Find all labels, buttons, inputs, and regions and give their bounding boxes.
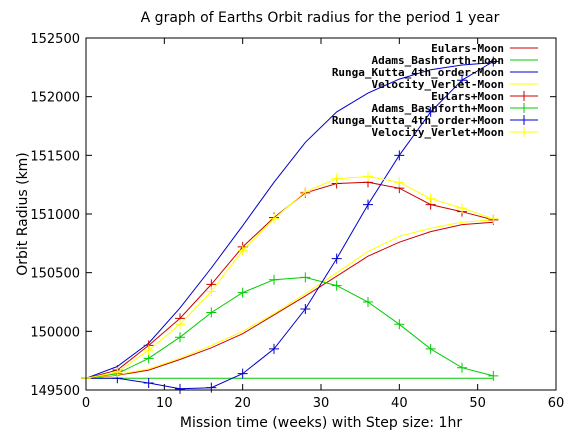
data-point [237,368,248,379]
data-point [300,304,311,315]
y-tick-label: 150000 [30,325,80,340]
data-point [331,173,342,184]
data-point [175,383,185,394]
y-tick-label: 152000 [30,91,80,106]
data-point [143,377,154,388]
x-tick-label: 60 [548,396,565,411]
data-point [363,171,373,182]
x-tick-label: 50 [469,396,486,411]
data-point [457,362,467,373]
data-point [175,319,185,330]
legend-marker [519,91,529,101]
data-point [457,203,467,214]
data-point [488,56,499,67]
data-point [300,272,311,283]
data-point [237,287,248,298]
x-tick-label: 20 [234,396,251,411]
x-tick-label: 0 [82,396,90,411]
y-tick-label: 151500 [30,149,80,164]
data-point [331,253,342,264]
legend-label: Adams_Bashforth+Moon [372,102,504,115]
x-tick-label: 40 [391,396,408,411]
legend-label: Eulars-Moon [431,42,504,55]
plot-series [81,56,499,394]
legend-label: Adams_Bashforth-Moon [372,54,504,67]
data-point [237,245,248,256]
series-line [85,276,494,379]
x-axis-ticks: 0 10 20 30 40 50 60 [82,38,564,411]
x-tick-label: 30 [313,396,330,411]
legend-marker [519,115,529,125]
chart-title: A graph of Earths Orbit radius for the p… [141,10,500,26]
data-point [394,319,405,330]
y-tick-label: 152500 [30,32,80,47]
data-point [269,274,279,285]
series-line [85,221,494,379]
data-point [425,343,436,354]
data-point [143,345,154,356]
plot-frame [85,37,557,391]
data-point [425,106,436,117]
y-axis-label: Orbit Radius (km) [15,152,31,276]
data-point [206,382,217,393]
data-point [300,186,311,197]
data-point [394,177,405,188]
x-axis-label: Mission time (weeks) with Step size: 1hr [180,415,462,431]
data-point [457,75,467,86]
legend: Eulars-MoonAdams_Bashforth-MoonRunga_Kut… [332,42,538,139]
data-point [269,343,279,354]
legend-label: Eulars+Moon [431,90,504,103]
series-line [86,61,494,390]
y-tick-label: 149500 [30,384,80,399]
data-point [331,280,342,291]
y-tick-label: 150500 [30,267,80,282]
legend-marker [519,103,529,113]
data-point [363,199,373,210]
legend-marker [519,127,529,137]
data-point [394,150,405,161]
data-point [112,367,123,378]
series-line [85,175,494,379]
series-line [85,62,494,379]
legend-label: Runga_Kutta_4th_order-Moon [332,66,504,79]
data-point [206,286,217,297]
data-point [425,193,436,204]
data-point [206,307,217,318]
y-tick-label: 151000 [30,208,80,223]
data-point [488,213,499,224]
legend-label: Velocity_Verlet-Moon [372,78,504,91]
legend-label: Velocity_Verlet+Moon [372,126,504,139]
series-line [85,219,494,379]
data-point [269,213,279,224]
legend-label: Runga_Kutta_4th_order+Moon [332,114,504,127]
data-point [488,370,499,381]
x-tick-label: 10 [156,396,173,411]
data-point [363,297,373,307]
data-point [175,332,185,343]
